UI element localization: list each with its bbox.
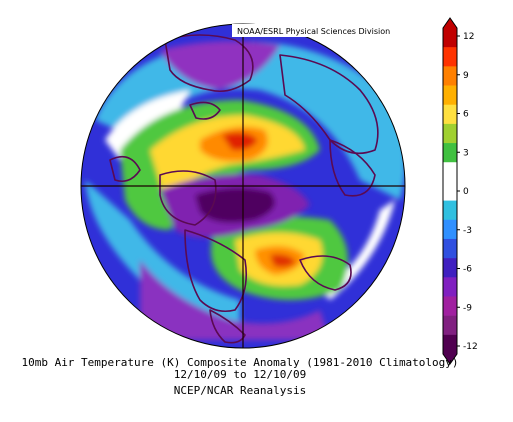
colorbar-swatch (443, 238, 457, 259)
colorbar-swatch (443, 123, 457, 144)
colorbar-swatch (443, 143, 457, 163)
colorbar-tick-label: -3 (463, 226, 472, 236)
caption-source: NCEP/NCAR Reanalysis (173, 384, 307, 397)
colorbar-swatch (443, 85, 457, 106)
colorbar-swatch (443, 162, 457, 182)
colorbar-tick-label: 12 (463, 32, 474, 42)
colorbar-tick-label: -9 (463, 303, 472, 313)
colorbar-top-arrow (443, 18, 457, 28)
colorbar: 12 9 6 3 0 -3 -6 -9 -12 (442, 17, 478, 365)
colorbar-tick-label: -6 (463, 265, 472, 275)
credit-box (232, 24, 408, 37)
colorbar-swatch (443, 104, 457, 125)
credit-text: NOAA/ESRL Physical Sciences Division (237, 27, 390, 36)
colorbar-swatch (443, 219, 457, 240)
colorbar-swatch (443, 315, 457, 336)
colorbar-tick-label: -12 (463, 342, 478, 352)
caption-date-range: 12/10/09 to 12/10/09 (173, 368, 307, 381)
colorbar-swatch (443, 258, 457, 278)
colorbar-tick-label: 9 (463, 71, 469, 81)
colorbar-swatch (443, 277, 457, 297)
colorbar-swatch (443, 181, 457, 201)
colorbar-tick-label: 0 (463, 187, 469, 197)
colorbar-swatch (443, 28, 457, 48)
colorbar-tick-label: 3 (463, 148, 469, 158)
polar-map (81, 24, 405, 348)
colorbar-swatch (443, 296, 457, 316)
colorbar-swatch (443, 47, 457, 67)
colorbar-outline (442, 17, 458, 365)
colorbar-swatch (443, 66, 457, 86)
colorbar-swatch (443, 334, 457, 355)
colorbar-bottom-arrow (443, 354, 457, 364)
colorbar-tick-label: 6 (463, 110, 469, 120)
colorbar-swatch (443, 200, 457, 221)
caption-title: 10mb Air Temperature (K) Composite Anoma… (21, 356, 459, 369)
